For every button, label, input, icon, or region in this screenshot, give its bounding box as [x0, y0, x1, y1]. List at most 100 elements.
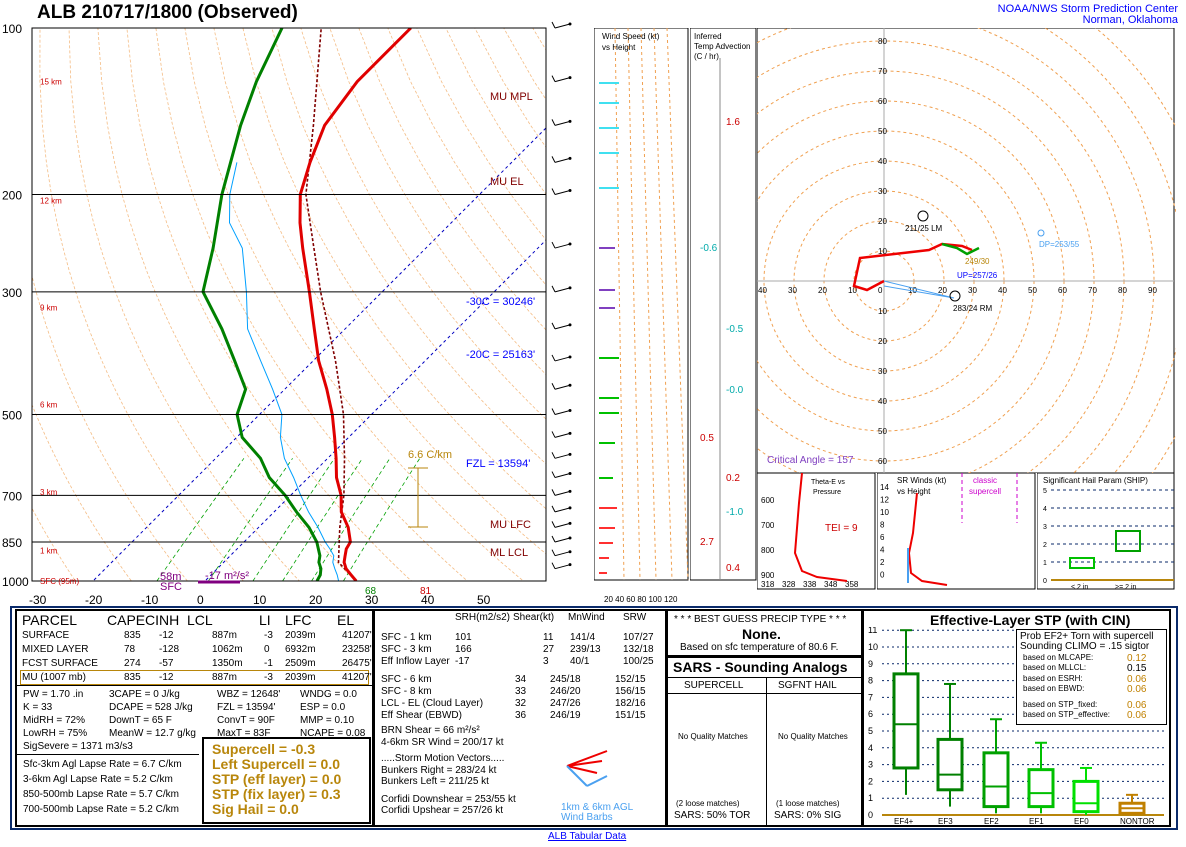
hodo-tick-x: 70 [1088, 286, 1097, 295]
wspd-axis-label: 20 40 60 80 100 120 [604, 595, 678, 604]
wind-barb-flag [551, 521, 556, 528]
parcel-cell: -3 [264, 672, 273, 683]
sars-panel: SARS - Sounding Analogs SUPERCELL SGFNT … [666, 656, 863, 827]
precip-panel: * * * BEST GUESS PRECIP TYPE * * * None.… [666, 609, 863, 657]
index-value: LowRH = 75% [23, 728, 88, 739]
precip-title: * * * BEST GUESS PRECIP TYPE * * * [674, 614, 847, 625]
index-value: NCAPE = 0.08 [300, 728, 366, 739]
ship-y-tick: 4 [1043, 506, 1047, 513]
height-label: 15 km [40, 78, 62, 87]
kin-cell: 182/16 [615, 698, 646, 709]
hodo-tick-x: 40 [998, 286, 1007, 295]
stp-y-tick: 3 [868, 760, 873, 770]
sars-sc-count: (2 loose matches) [676, 799, 740, 808]
stp-panel: Effective-Layer STP (with CIN) 0 1 2 3 4 5 6 7 8… [862, 609, 1171, 827]
kin-cell: -17 [455, 656, 470, 667]
tadv-value: -0.5 [726, 324, 744, 335]
temp-tick-label: -30 [29, 593, 47, 607]
kin-cell: SFC - 6 km [381, 674, 432, 685]
hodo-tick-x: 20 [818, 286, 827, 295]
sars-sc-pct: SARS: 50% TOR [674, 810, 751, 821]
composite-value: Supercell = -0.3 [212, 741, 316, 757]
ship-category: >= 2 in [1115, 584, 1137, 591]
wind-barb-flag [551, 75, 556, 82]
wind-barb-dot [568, 156, 572, 160]
wind-barb-staff [554, 564, 571, 570]
stp-based-value: 0.06 [1127, 684, 1147, 695]
ship-y-tick: 3 [1043, 524, 1047, 531]
tadv-value: -1.0 [726, 507, 744, 518]
critical-angle-label: Critical Angle = 157 [767, 455, 854, 466]
wind-barb-dot [568, 472, 572, 476]
parcel-separator [17, 754, 199, 755]
sars-nomatch-sc: No Quality Matches [678, 732, 748, 741]
srw-title-2: vs Height [897, 487, 931, 496]
wind-barb-staff [554, 120, 571, 126]
parcel-cell: 41207' [342, 672, 372, 683]
stp-based-label: based on ESRH: [1023, 674, 1083, 683]
dry-adiabat-line [300, 28, 546, 581]
hodo-tick-y: 60 [878, 97, 887, 106]
wind-barb-staff [554, 453, 571, 459]
stp-based-value: 0.06 [1127, 674, 1147, 685]
wind-barb-staff [554, 490, 571, 496]
temp-tick-label: 50 [477, 593, 491, 607]
parcel-col-header: LI [259, 612, 271, 628]
parcel-col-header: LFC [285, 612, 312, 628]
parcel-cell: 1350m [212, 658, 243, 669]
wspd-grid [614, 28, 625, 581]
tadv-value: 1.6 [726, 117, 740, 128]
stp-y-tick: 10 [868, 642, 878, 652]
wind-barb-flag [551, 452, 556, 459]
dry-adiabat-line [39, 28, 254, 581]
srw-note-2: supercell [969, 487, 1001, 496]
stp-category: NONTOR [1120, 817, 1155, 825]
kin-cell: SFC - 1 km [381, 632, 432, 643]
index-value: K = 33 [23, 702, 53, 713]
hodo-tick-x: 60 [1058, 286, 1067, 295]
wind-barb-flag [551, 549, 556, 556]
mixing-ratio-line [156, 458, 245, 581]
stp-box [936, 737, 964, 792]
parcel-cell: -1 [264, 658, 273, 669]
pressure-tick-label: 300 [2, 286, 22, 300]
tadv-value: 2.7 [700, 537, 714, 548]
kin-cell: 247/26 [550, 698, 581, 709]
hodo-tick-y: 30 [878, 187, 887, 196]
dry-adiabat-line [213, 28, 546, 581]
dry-adiabat-line [32, 28, 198, 581]
parcel-cell: 41207' [342, 630, 372, 641]
stp-y-tick: 2 [868, 776, 873, 786]
sars-vdivider [766, 677, 767, 825]
stp-y-tick: 6 [868, 709, 873, 719]
wind-barb-flag [551, 285, 556, 293]
brn-value: BRN Shear = 66 m²/s² [381, 725, 480, 736]
kin-header: SRW [623, 612, 647, 623]
wind-barb-dot [568, 76, 572, 80]
index-value: MidRH = 72% [23, 715, 85, 726]
stp-category: EF1 [1029, 817, 1044, 825]
parcel-cell: 887m [212, 630, 238, 641]
index-value: DCAPE = 528 J/kg [109, 702, 193, 713]
wind-barb-staff [554, 189, 571, 195]
tadv-frame [690, 28, 757, 581]
srw-h-tick: 6 [880, 533, 885, 542]
ship-y-tick: 2 [1043, 542, 1047, 549]
mu-row-highlight [20, 670, 369, 685]
srw-h-tick: 0 [880, 571, 885, 580]
stp-y-tick: 9 [868, 659, 873, 669]
index-value: SigSevere = 1371 m3/s3 [23, 741, 133, 752]
tabular-data-link[interactable]: ALB Tabular Data [548, 831, 627, 842]
wind-barb-staff [554, 157, 571, 163]
wetbulb-trace [228, 162, 340, 581]
height-label: 3 km [40, 488, 58, 497]
storm-motion-value: Bunkers Left = 211/25 kt [381, 776, 489, 787]
storm-motion-value: Corfidi Upshear = 257/26 kt [381, 805, 504, 816]
parcel-col-header: PARCEL [22, 612, 77, 628]
temperature-trace [298, 28, 412, 581]
sars-col-hail: SGFNT HAIL [778, 680, 837, 691]
wind-barb-dot [568, 506, 572, 510]
hodo-tick-x: 90 [1148, 286, 1157, 295]
thetae-p-tick: 800 [761, 546, 775, 555]
sars-subdivider [668, 693, 861, 694]
